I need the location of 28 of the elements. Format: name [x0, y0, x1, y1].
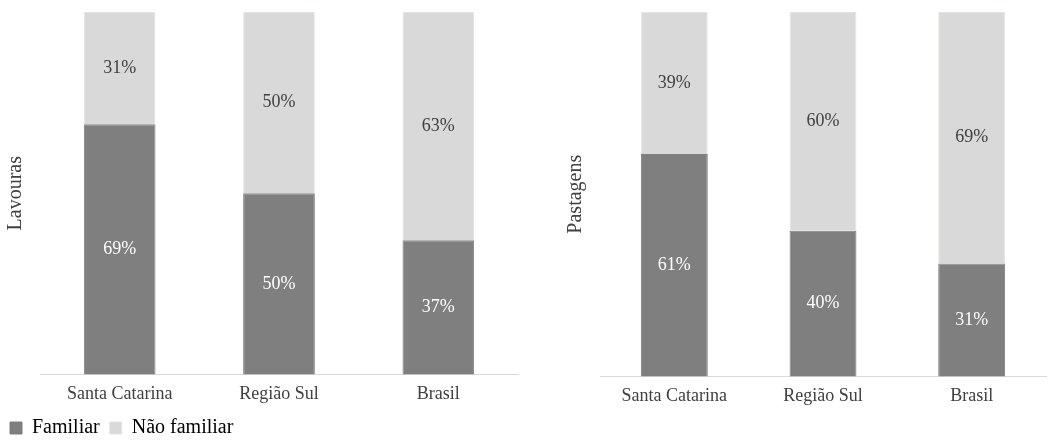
- bar: [789, 230, 857, 377]
- data-label: 50%: [262, 91, 296, 112]
- bar: [243, 193, 315, 375]
- y-axis-title: Pastagens: [563, 154, 587, 234]
- data-label: 69%: [955, 126, 989, 147]
- x-tick-label: Brasil: [416, 382, 460, 403]
- y-axis-title: Lavouras: [3, 155, 26, 231]
- data-label: 60%: [806, 110, 840, 131]
- bar: [640, 154, 708, 377]
- x-tick-label: Santa Catarina: [66, 382, 173, 403]
- data-label: 39%: [657, 71, 691, 92]
- data-label: 69%: [103, 238, 137, 259]
- data-label: 31%: [103, 56, 137, 77]
- data-label: 31%: [955, 308, 989, 329]
- x-tick-label: Região Sul: [783, 384, 863, 405]
- x-tick-label: Santa Catarina: [621, 384, 728, 405]
- legend-label: Familiar: [32, 415, 101, 438]
- x-tick-label: Brasil: [950, 384, 994, 405]
- data-label: 37%: [421, 296, 455, 317]
- data-label: 50%: [262, 272, 296, 293]
- data-label: 61%: [657, 253, 691, 274]
- legend-label: Não familiar: [131, 415, 234, 438]
- bar: [83, 124, 156, 375]
- bar: [402, 240, 475, 375]
- data-label: 40%: [806, 292, 840, 313]
- data-label: 63%: [421, 114, 455, 135]
- bar: [938, 263, 1006, 377]
- x-tick-label: Região Sul: [239, 382, 319, 403]
